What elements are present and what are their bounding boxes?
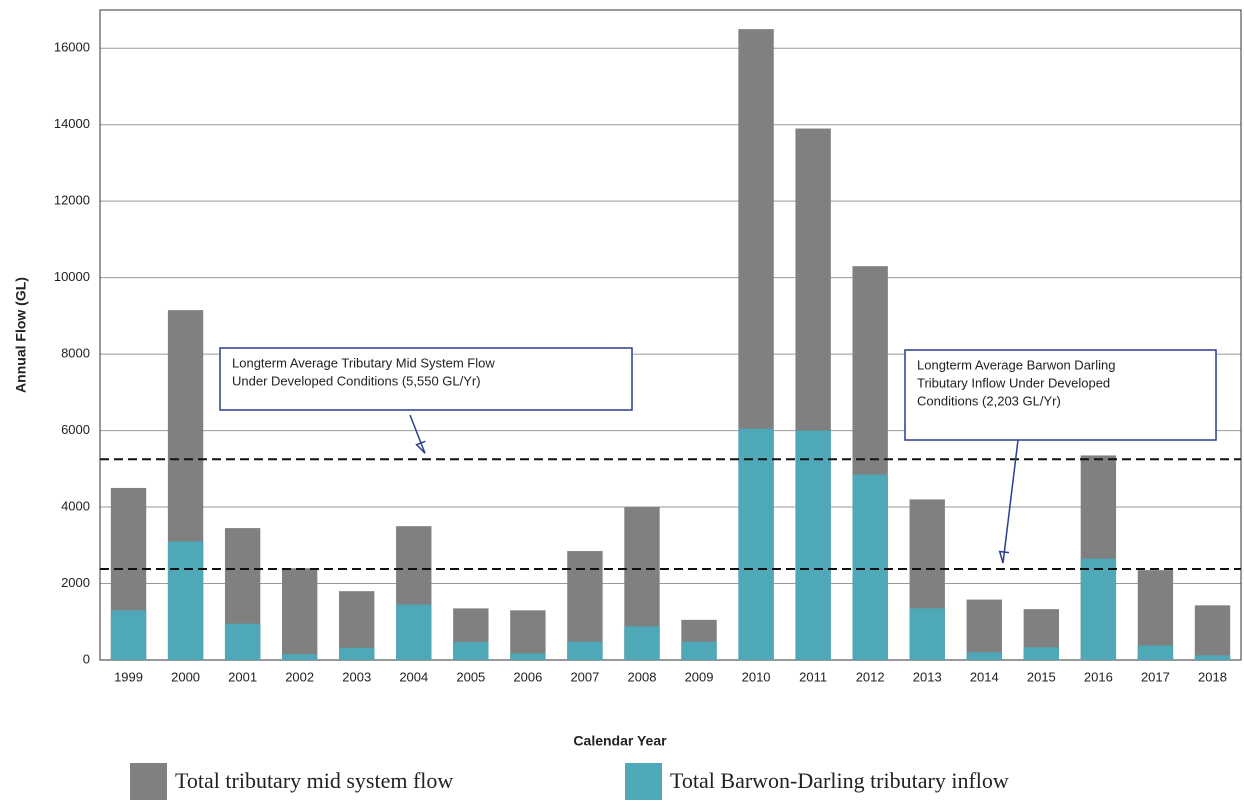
x-tick-label: 2011	[799, 669, 827, 684]
y-axis-title: Annual Flow (GL)	[13, 277, 29, 393]
bar	[281, 568, 318, 660]
x-tick-label: 2004	[399, 669, 428, 684]
legend-label: Total Barwon-Darling tributary inflow	[670, 768, 1009, 793]
x-tick-label: 2007	[570, 669, 599, 684]
x-tick-label: 2018	[1198, 669, 1227, 684]
annotation-text: Tributary Inflow Under Developed	[917, 375, 1110, 390]
y-tick-label: 14000	[54, 116, 90, 131]
y-tick-label: 12000	[54, 193, 90, 208]
x-tick-label: 1999	[114, 669, 143, 684]
annotation-box	[219, 347, 633, 411]
bar	[1023, 647, 1060, 660]
legend-swatch	[130, 763, 167, 800]
bar	[909, 608, 945, 660]
bar	[852, 474, 888, 660]
annotation-text: Conditions (2,203 GL/Yr)	[917, 393, 1061, 408]
annotation-box	[904, 349, 1217, 441]
annotation-arrow	[1002, 439, 1019, 564]
x-tick-label: 2005	[456, 669, 485, 684]
bar	[1194, 605, 1231, 660]
bar	[110, 610, 147, 660]
y-tick-label: 0	[83, 651, 90, 666]
x-tick-label: 2009	[685, 669, 714, 684]
x-tick-label: 2002	[285, 669, 314, 684]
x-tick-label: 2008	[628, 669, 657, 684]
x-axis-title: Calendar Year	[573, 733, 667, 749]
bar	[966, 652, 1002, 660]
annotation-text: Longterm Average Barwon Darling	[917, 357, 1116, 372]
x-tick-label: 2013	[913, 669, 942, 684]
bar	[281, 654, 318, 660]
bar	[510, 653, 546, 660]
y-tick-label: 10000	[54, 269, 90, 284]
bar	[167, 541, 204, 660]
bar	[339, 647, 375, 660]
bar	[1137, 645, 1174, 660]
y-tick-label: 4000	[61, 498, 90, 513]
y-tick-label: 6000	[61, 422, 90, 437]
x-tick-label: 2012	[856, 669, 885, 684]
y-tick-label: 8000	[61, 346, 90, 361]
bar	[966, 599, 1002, 660]
bar	[738, 428, 774, 660]
legend-swatch	[625, 763, 662, 800]
plot-frame	[99, 9, 1242, 661]
bar	[396, 604, 432, 660]
legend-label: Total tributary mid system flow	[175, 768, 453, 793]
bar	[510, 610, 546, 660]
x-tick-label: 2014	[970, 669, 999, 684]
bar	[224, 623, 261, 660]
annotation-arrow	[409, 414, 426, 454]
annotation-text: Under Developed Conditions (5,550 GL/Yr)	[232, 373, 481, 388]
bar	[1137, 570, 1174, 660]
x-tick-label: 2003	[342, 669, 371, 684]
x-tick-label: 2001	[228, 669, 257, 684]
x-tick-label: 2017	[1141, 669, 1170, 684]
arrow-head	[998, 550, 1010, 564]
x-tick-label: 2016	[1084, 669, 1113, 684]
x-tick-label: 2006	[513, 669, 542, 684]
arrow-head	[415, 440, 426, 454]
y-tick-label: 2000	[61, 575, 90, 590]
annotation-text: Longterm Average Tributary Mid System Fl…	[232, 355, 495, 370]
bar	[1194, 655, 1231, 660]
x-tick-label: 2000	[171, 669, 200, 684]
x-tick-label: 2010	[742, 669, 771, 684]
y-tick-label: 16000	[54, 40, 90, 55]
bar	[1080, 558, 1117, 660]
bar	[681, 641, 717, 660]
bar	[624, 626, 660, 660]
bar	[795, 430, 831, 660]
bar	[567, 641, 603, 660]
bar	[453, 642, 489, 660]
x-tick-label: 2015	[1027, 669, 1056, 684]
